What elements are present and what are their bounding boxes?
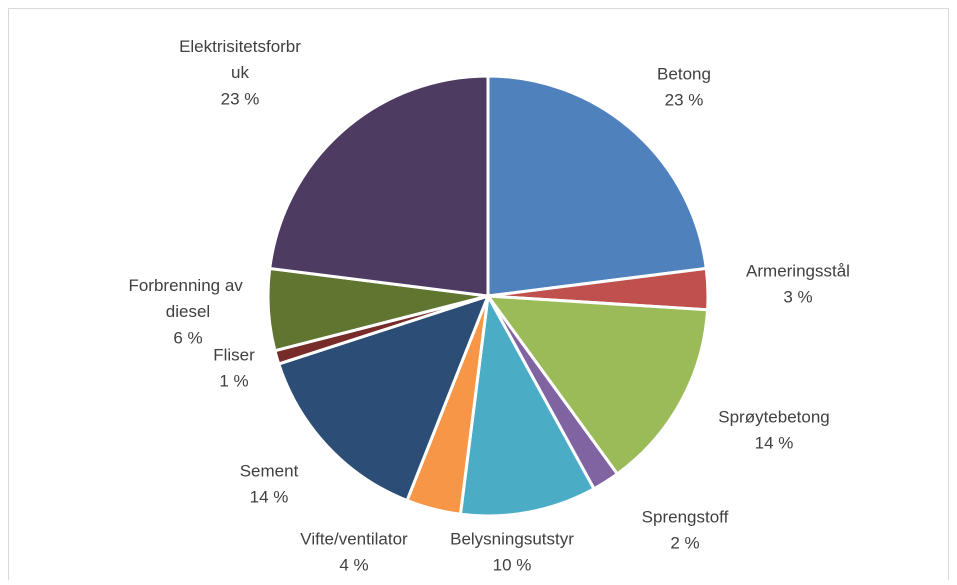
pie-slice [268,74,490,298]
slice-label: Belysningsutstyr [450,529,574,548]
slice-label: Sprengstoff [642,507,729,526]
slice-label: Sprøytebetong [718,407,830,426]
label-line: Forbrenning av [128,276,247,295]
slice-label: Sement [240,461,299,480]
slice-value-label: 10 % [493,555,532,574]
slice-label: Forbrenning av diesel [128,276,247,321]
slice-value-label: 14 % [250,487,289,506]
label-line: Elektrisitetsforbr [179,37,301,56]
slice-value-label: 2 % [670,533,699,552]
label-line: diesel [166,302,210,321]
slice-value-label: 3 % [783,287,812,306]
slice-label: Elektrisitetsforbr uk [179,37,301,82]
slice-label: Fliser [213,345,255,364]
slice-label: Armeringsstål [746,261,850,280]
label-line: uk [231,63,249,82]
slice-value-label: 6 % [173,328,202,347]
slice-label: Vifte/ventilator [300,529,408,548]
slice-label: Betong [657,64,711,83]
slice-value-label: 23 % [665,90,704,109]
slice-value-label: 23 % [221,89,260,108]
pie-slice [486,74,708,298]
pie-slice [458,291,597,518]
slice-value-label: 1 % [219,371,248,390]
slice-value-label: 14 % [755,433,794,452]
pie-slice [484,294,710,477]
slice-value-label: 4 % [339,555,368,574]
